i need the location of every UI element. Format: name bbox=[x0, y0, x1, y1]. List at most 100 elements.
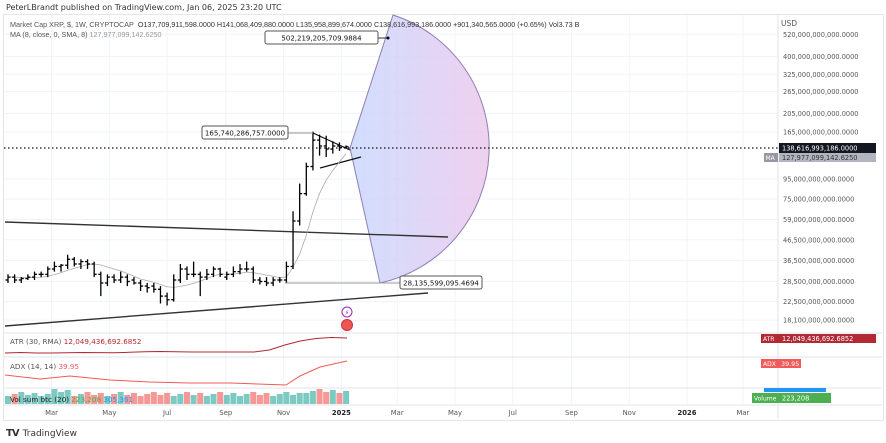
volume-bar bbox=[329, 390, 336, 404]
ma-label[interactable]: MA (8, close, 0, SMA, 8) bbox=[10, 30, 88, 39]
ohlc-bar bbox=[51, 261, 57, 272]
x-tick-label: Sep bbox=[219, 409, 232, 417]
volume-bar bbox=[237, 396, 244, 404]
pennant-bottom bbox=[319, 156, 362, 169]
volume-bar bbox=[31, 393, 38, 404]
ohlc-bar bbox=[12, 274, 18, 283]
x-tick-label: May bbox=[102, 409, 116, 417]
adx-label[interactable]: ADX (14, 14) bbox=[10, 362, 57, 371]
volume-bar bbox=[197, 393, 204, 404]
publisher-line: PeterLBrandt published on TradingView.co… bbox=[6, 3, 282, 12]
atr-legend: ATR (30, RMA) 12,049,436,692.6852 bbox=[10, 337, 142, 346]
y-tick-label: 59,000,000,000.0000 bbox=[783, 216, 854, 224]
atr-value-tag bbox=[779, 334, 876, 343]
change-value: +901,340,565.0000 (+0.65%) bbox=[453, 20, 547, 29]
ohlc-bar bbox=[217, 267, 223, 278]
ohlc-bar bbox=[303, 162, 309, 196]
x-tick-label: 2026 bbox=[678, 409, 697, 417]
last-price-tag bbox=[779, 143, 876, 153]
ohlc-bar bbox=[25, 274, 31, 280]
x-tick-label: May bbox=[448, 409, 462, 417]
ma-price-text: 127,977,099,142.6250 bbox=[782, 154, 858, 162]
ohlc-bar bbox=[257, 277, 263, 285]
ohlc-bar bbox=[131, 277, 137, 285]
volume-bar bbox=[270, 396, 277, 404]
y-tick-label: 400,000,000,000.0000 bbox=[783, 53, 859, 61]
volume-tag-value: 223,208 bbox=[782, 395, 809, 403]
ohlc-bar bbox=[45, 266, 51, 278]
adx-value: 39.95 bbox=[58, 362, 80, 371]
footer-brand[interactable]: TV TradingView bbox=[6, 428, 77, 439]
volume-value-tag bbox=[779, 393, 831, 403]
y-tick-label: 18,100,000,000.0000 bbox=[783, 317, 854, 325]
volume-avg-tag bbox=[764, 388, 826, 392]
atr-label[interactable]: ATR (30, RMA) bbox=[10, 337, 62, 346]
target-label: 502,219,205,709.9884 bbox=[281, 34, 362, 42]
volume-value: Vol3.73 B bbox=[548, 20, 580, 29]
ohlc-bar bbox=[250, 266, 256, 283]
ohlc-bar bbox=[191, 261, 197, 278]
y-tick-label: 520,000,000,000.0000 bbox=[783, 31, 859, 39]
ohlc-bar bbox=[78, 259, 84, 269]
ohlc-bar bbox=[151, 282, 157, 293]
brand-name: TradingView bbox=[22, 428, 77, 439]
ohlc-bar bbox=[210, 266, 216, 278]
ohlc-bar bbox=[144, 282, 150, 293]
ohlc-bar bbox=[310, 131, 316, 171]
high-value: H141,068,409,880.0000 bbox=[216, 20, 294, 29]
ohlc-bar bbox=[32, 271, 38, 280]
volume-bar bbox=[11, 394, 18, 404]
tradingview-logo-icon: TV bbox=[6, 428, 20, 439]
y-tick-label: 205,000,000,000.0000 bbox=[783, 110, 859, 118]
volume-bar bbox=[170, 396, 177, 404]
high-label: 165,740,286,757.0000 bbox=[205, 129, 285, 137]
x-tick-label: Jul bbox=[162, 409, 171, 417]
volume-bar bbox=[303, 393, 310, 404]
ohlc-bar bbox=[197, 271, 203, 297]
volume-label[interactable]: Vol sum btc (20) bbox=[10, 395, 69, 404]
target-point bbox=[386, 36, 390, 40]
ohlc-bar bbox=[270, 277, 276, 287]
volume-tag bbox=[752, 393, 779, 403]
volume-bar bbox=[256, 395, 263, 404]
volume-bar bbox=[124, 395, 131, 404]
y-tick-label: 22,500,000,000.0000 bbox=[783, 298, 854, 306]
volume-bar bbox=[144, 394, 151, 404]
volume-bar bbox=[58, 392, 65, 404]
ohlc-bar bbox=[65, 254, 71, 269]
ohlc-bar bbox=[224, 271, 230, 280]
symbol-name[interactable]: Market Cap XRP, $, 1W, CRYPTOCAP bbox=[10, 20, 134, 29]
volume-bar bbox=[137, 396, 144, 404]
volume-bar bbox=[18, 392, 25, 404]
volume-bar bbox=[104, 396, 111, 404]
volume-bar bbox=[250, 392, 257, 404]
y-tick-label: 265,000,000,000.0000 bbox=[783, 88, 859, 96]
ma-tag bbox=[764, 153, 778, 162]
volume-tag-text: Volume bbox=[754, 396, 777, 403]
open-value: O137,709,911,598.0000 bbox=[137, 20, 215, 29]
volume-bar bbox=[64, 390, 71, 404]
volume-bar bbox=[290, 395, 297, 404]
ohlc-bar bbox=[171, 274, 177, 302]
chart-frame bbox=[3, 14, 884, 421]
ohlc-bar bbox=[18, 277, 24, 283]
volume-bar bbox=[263, 393, 270, 404]
volume-bar bbox=[164, 393, 171, 404]
adx-tag bbox=[761, 359, 779, 368]
ohlc-bar bbox=[138, 279, 144, 291]
volume-bar bbox=[283, 392, 290, 404]
ohlc-bar bbox=[177, 263, 183, 283]
volume-bar bbox=[177, 394, 184, 404]
ohlc-bar bbox=[237, 263, 243, 275]
volume-bar bbox=[84, 392, 91, 404]
ohlc-bar bbox=[277, 277, 283, 283]
volume-bar bbox=[150, 392, 157, 404]
volume-bar bbox=[190, 395, 197, 404]
currency-label[interactable]: USD bbox=[781, 19, 798, 28]
y-tick-label: 36,500,000,000.0000 bbox=[783, 257, 854, 265]
atr-tag-text: ATR bbox=[763, 336, 774, 343]
x-tick-label: 2025 bbox=[332, 409, 351, 417]
volume-bar bbox=[336, 393, 343, 404]
adx-tag-text: ADX bbox=[763, 361, 776, 368]
